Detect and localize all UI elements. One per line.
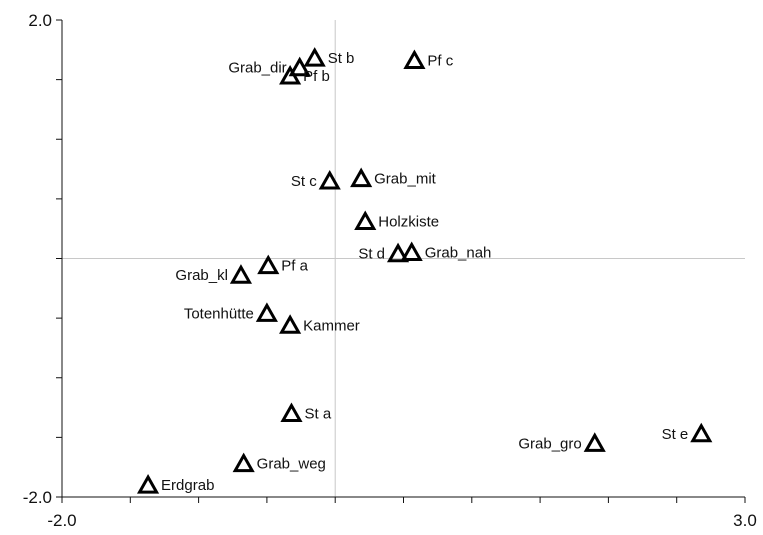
point-label: Holzkiste: [378, 214, 439, 231]
point-label: Grab_kl: [175, 267, 228, 284]
scatter-point: St c: [291, 169, 341, 190]
y-tick-label-top: 2.0: [28, 11, 52, 30]
scatter-point: St d: [358, 242, 410, 263]
scatter-point: Grab_dir: [228, 56, 311, 77]
scatter-point: Pf b: [279, 65, 330, 85]
triangle-marker: [232, 452, 255, 473]
scatter-point: St b: [303, 47, 355, 67]
triangle-marker: [303, 47, 326, 67]
scatter-point: Kammer: [279, 314, 360, 334]
triangle-marker: [279, 65, 302, 85]
triangle-marker: [136, 474, 160, 494]
scatter-point: Grab_gro: [518, 432, 606, 452]
scatter-point: Grab_kl: [175, 264, 253, 284]
point-label: St b: [328, 50, 355, 67]
scatter-point: Grab_mit: [350, 167, 437, 188]
point-label: Grab_gro: [518, 435, 581, 452]
triangle-marker: [690, 422, 713, 443]
axes: [56, 19, 746, 503]
x-tick-label-left: -2.0: [47, 511, 76, 530]
point-label: Pf b: [303, 68, 330, 85]
data-points: St b Grab_dir Pf b Pf c St c Grab_mit Holzkist…: [136, 47, 713, 494]
point-label: St d: [358, 246, 385, 263]
scatter-point: St e: [662, 422, 713, 443]
triangle-marker: [354, 210, 377, 231]
triangle-marker: [350, 167, 373, 188]
triangle-marker: [229, 264, 253, 284]
point-label: Grab_nah: [425, 245, 492, 262]
scatter-point: Grab_nah: [400, 241, 492, 262]
tick-labels: 2.0 -2.0 -2.0 3.0: [23, 11, 757, 530]
triangle-marker: [255, 302, 278, 322]
triangle-marker: [288, 56, 311, 77]
point-label: Erdgrab: [161, 477, 214, 494]
point-label: St c: [291, 173, 317, 190]
triangle-marker: [257, 254, 280, 275]
point-label: Grab_mit: [374, 171, 437, 188]
triangle-marker: [400, 241, 423, 262]
scatter-point: Pf c: [403, 49, 454, 70]
triangle-marker: [403, 49, 426, 70]
point-label: Totenhütte: [184, 305, 254, 322]
scatter-point: Grab_weg: [232, 452, 326, 473]
scatter-point: Holzkiste: [354, 210, 439, 231]
point-label: St e: [662, 426, 689, 443]
triangle-marker: [318, 169, 341, 190]
x-tick-label-right: 3.0: [733, 511, 757, 530]
scatter-point: Totenhütte: [184, 302, 278, 322]
point-label: Kammer: [303, 317, 360, 334]
point-label: Pf c: [427, 53, 453, 70]
point-label: St a: [304, 406, 331, 423]
triangle-marker: [279, 314, 302, 334]
triangle-marker: [583, 432, 606, 452]
point-label: Grab_weg: [257, 456, 326, 473]
triangle-marker: [280, 402, 303, 423]
scatter-point: Pf a: [257, 254, 309, 275]
scatter-point: St a: [280, 402, 332, 423]
point-label: Pf a: [281, 258, 308, 275]
scatter-point: Erdgrab: [136, 474, 214, 494]
triangle-marker: [386, 242, 410, 263]
point-label: Grab_dir: [228, 60, 286, 77]
y-tick-label-bottom: -2.0: [23, 488, 52, 507]
